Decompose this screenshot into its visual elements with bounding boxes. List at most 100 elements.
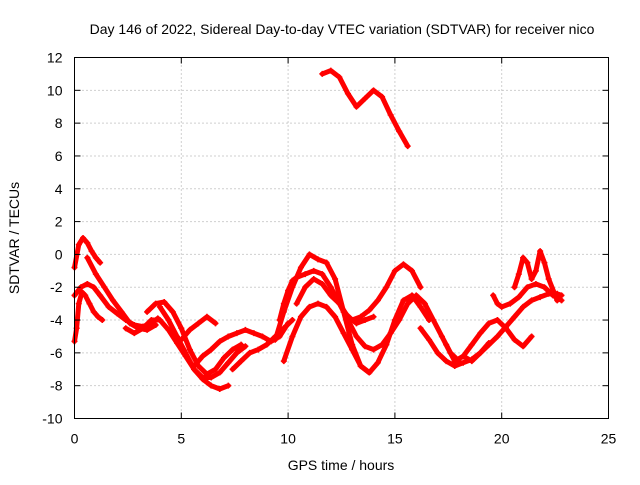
data-point [191, 362, 198, 369]
data-point [97, 259, 104, 266]
data-point [374, 297, 381, 304]
series-arc-19 [490, 280, 565, 310]
data-point [520, 254, 527, 261]
data-point [460, 359, 467, 366]
data-point [319, 271, 326, 278]
data-point [361, 95, 368, 102]
data-point [532, 280, 539, 287]
chart-title: Day 146 of 2022, Sidereal Day-to-day VTE… [90, 21, 595, 37]
data-point [541, 259, 548, 266]
data-point [315, 300, 322, 307]
data-point [293, 300, 300, 307]
data-point [357, 313, 364, 320]
data-point [528, 276, 535, 283]
data-point [75, 300, 82, 307]
data-point [221, 354, 228, 361]
data-point [246, 349, 253, 356]
data-point [148, 317, 155, 324]
data-point [408, 292, 415, 299]
data-point [238, 358, 245, 365]
data-point [306, 251, 313, 258]
data-point [101, 284, 108, 291]
series-arc-10 [229, 317, 296, 373]
data-point [216, 369, 223, 376]
data-point [541, 284, 548, 291]
data-point [387, 111, 394, 118]
data-point [451, 358, 458, 365]
data-point [263, 341, 270, 348]
data-point [374, 359, 381, 366]
data-point [332, 276, 339, 283]
data-point [310, 267, 317, 274]
series-line [178, 314, 218, 343]
series-line [281, 292, 432, 376]
data-point [97, 292, 104, 299]
data-point [216, 385, 223, 392]
data-point [319, 70, 326, 77]
x-tick-label: 25 [601, 431, 617, 447]
data-point [280, 308, 287, 315]
data-point [225, 359, 232, 366]
series-arc-13 [280, 292, 433, 376]
data-point [169, 308, 176, 315]
data-point [323, 259, 330, 266]
data-point [511, 336, 518, 343]
series-arc-18 [443, 317, 535, 365]
data-point [114, 310, 121, 317]
data-point [139, 325, 146, 332]
data-point [250, 330, 257, 337]
data-point [199, 376, 206, 383]
series-arc-21 [460, 340, 492, 365]
x-tick-label: 10 [280, 431, 296, 447]
data-point [195, 320, 202, 327]
data-point [417, 284, 424, 291]
ticks: 0 5 10 15 20 25 -10 -8 -6 -4 -2 0 2 4 6 8 10 12 [42, 50, 616, 447]
y-tick-label: 12 [47, 50, 63, 66]
data-point [332, 313, 339, 320]
data-point [323, 303, 330, 310]
data-point [370, 346, 377, 353]
data-point [443, 358, 450, 365]
data-point [370, 313, 377, 320]
data-point [438, 333, 445, 340]
data-point [144, 308, 151, 315]
data-point [353, 320, 360, 327]
data-point [357, 362, 364, 369]
data-point [426, 317, 433, 324]
data-point [122, 325, 129, 332]
series-arc-15 [319, 67, 411, 150]
data-point [86, 300, 93, 307]
data-point [417, 303, 424, 310]
data-point [84, 280, 91, 287]
data-point [212, 320, 219, 327]
y-tick-label: -6 [50, 345, 63, 361]
series-arc-9 [178, 313, 219, 343]
data-point [118, 308, 125, 315]
data-point [336, 74, 343, 81]
data-point [88, 248, 95, 255]
data-point [545, 276, 552, 283]
data-point [391, 267, 398, 274]
data-point [225, 382, 232, 389]
data-point [494, 333, 501, 340]
data-point [161, 298, 168, 305]
data-point [208, 382, 215, 389]
data-point [340, 330, 347, 337]
data-point [315, 256, 322, 263]
data-point [92, 271, 99, 278]
data-point [494, 317, 501, 324]
y-tick-label: 10 [47, 82, 63, 98]
series-line [512, 248, 560, 303]
data-point [144, 326, 151, 333]
data-point [255, 346, 262, 353]
data-point [327, 67, 334, 74]
y-axis-label: SDTVAR / TECUs [6, 182, 22, 294]
data-point [477, 330, 484, 337]
y-tick-label: 4 [55, 181, 63, 197]
y-tick-label: -8 [50, 378, 63, 394]
series-line [460, 340, 492, 364]
data-point [507, 300, 514, 307]
data-point [152, 300, 159, 307]
data-point [353, 103, 360, 110]
data-point [84, 239, 91, 246]
